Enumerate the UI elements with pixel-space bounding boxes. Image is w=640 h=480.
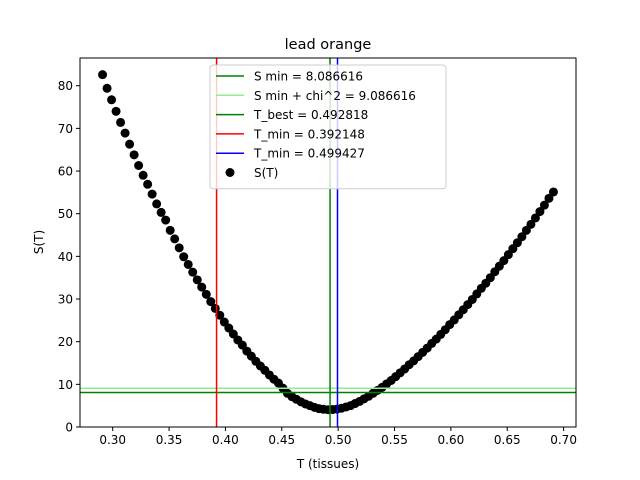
data-point [215, 310, 225, 320]
data-point [120, 128, 130, 138]
data-point [165, 225, 175, 235]
x-tick-label: 0.70 [550, 433, 577, 447]
data-point [138, 170, 148, 180]
y-axis-label: S(T) [32, 230, 46, 254]
legend-label: S min = 8.086616 [254, 70, 363, 84]
x-tick-label: 0.30 [99, 433, 126, 447]
legend: S min = 8.086616 S min + chi^2 = 9.086616… [209, 64, 447, 190]
x-tick-label: 0.40 [212, 433, 239, 447]
data-point [134, 161, 144, 171]
data-point [530, 213, 540, 223]
data-point [147, 189, 157, 199]
data-point [183, 259, 193, 269]
data-point [98, 70, 108, 80]
data-point [197, 282, 207, 292]
legend-label: T_min = 0.392148 [253, 127, 365, 141]
y-tick-label: 0 [65, 421, 73, 435]
data-point [179, 252, 189, 262]
data-point [539, 200, 549, 210]
data-point [156, 207, 166, 217]
legend-label: T_best = 0.492818 [253, 108, 368, 122]
data-point [526, 219, 536, 229]
data-point [201, 289, 211, 299]
x-tick-label: 0.45 [268, 433, 295, 447]
data-point [535, 207, 545, 217]
y-tick-label: 30 [58, 293, 73, 307]
series-layer [98, 70, 558, 415]
y-tick-label: 60 [58, 165, 73, 179]
data-point [548, 187, 558, 197]
x-axis: 0.30 0.35 0.40 0.45 0.50 0.55 0.60 0.65 0.70 [99, 427, 577, 447]
legend-label: S min + chi^2 = 9.086616 [254, 89, 416, 103]
y-tick-label: 40 [58, 250, 73, 264]
y-tick-label: 80 [58, 79, 73, 93]
legend-marker-swatch [225, 168, 235, 177]
data-point [170, 234, 180, 244]
y-tick-label: 20 [58, 335, 73, 349]
x-tick-label: 0.60 [438, 433, 465, 447]
data-point [107, 95, 117, 105]
data-point [116, 117, 126, 127]
x-axis-label: T (tissues) [296, 457, 359, 471]
data-point [129, 150, 139, 160]
legend-label: T_min = 0.499427 [253, 147, 365, 161]
data-point [161, 215, 171, 225]
y-tick-label: 10 [58, 378, 73, 392]
x-tick-label: 0.35 [156, 433, 183, 447]
y-tick-label: 50 [58, 207, 73, 221]
data-point [206, 297, 216, 307]
data-point [152, 199, 162, 209]
data-point [111, 106, 121, 116]
data-point [125, 139, 135, 149]
data-point [143, 179, 153, 189]
data-point [544, 193, 554, 203]
data-point [174, 243, 184, 253]
y-tick-label: 70 [58, 122, 73, 136]
x-tick-label: 0.65 [494, 433, 521, 447]
data-point [102, 83, 112, 93]
axes-frame [79, 57, 577, 428]
legend-label: S(T) [254, 166, 278, 180]
x-tick-label: 0.50 [325, 433, 352, 447]
data-point [517, 232, 527, 242]
legend-box [209, 64, 447, 190]
x-tick-label: 0.55 [381, 433, 408, 447]
chart-title: lead orange [285, 37, 372, 53]
data-point [188, 267, 198, 277]
data-point [192, 275, 202, 285]
data-point [210, 303, 220, 313]
y-axis: 0 10 20 30 40 50 60 70 80 [58, 79, 80, 435]
